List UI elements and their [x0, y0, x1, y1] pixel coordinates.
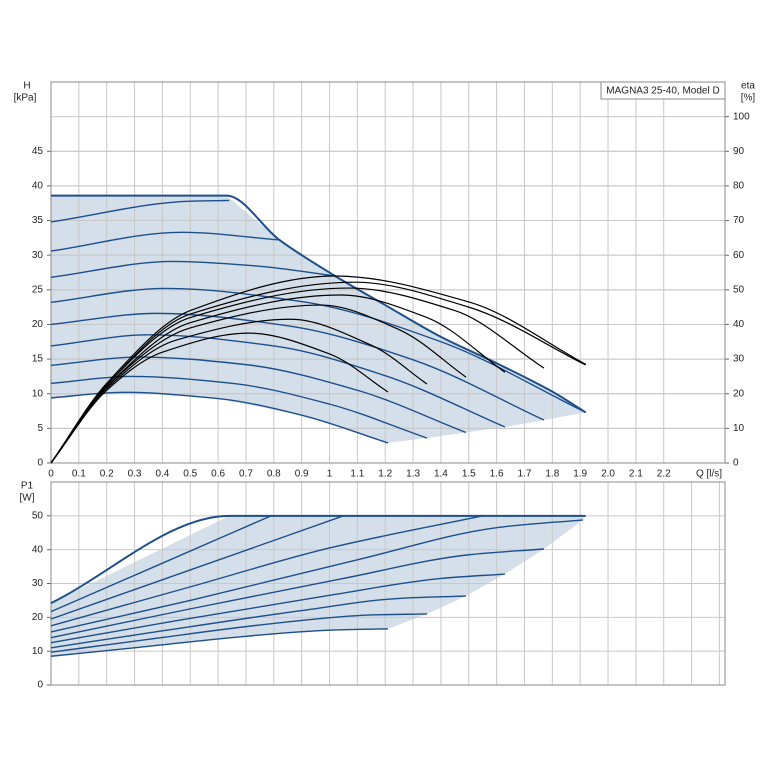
y-tick-label: 15 [32, 354, 44, 365]
curve [50, 231, 280, 252]
curve [50, 260, 336, 279]
x-tick-label: 1.5 [462, 469, 476, 480]
y-tick-label: 10 [32, 388, 44, 399]
curve [50, 573, 506, 644]
y2-tick-label: 80 [733, 181, 745, 192]
y2-tick-label: 70 [733, 215, 745, 226]
x-tick-label: 1.1 [350, 469, 364, 480]
curve [50, 628, 389, 657]
x-tick-label: 1.7 [518, 469, 532, 480]
y2-tick-label: 60 [733, 250, 745, 261]
y2-tick-label: 30 [733, 354, 745, 365]
x-tick-label: 2.1 [629, 469, 643, 480]
x-tick-label: 0.7 [239, 469, 253, 480]
x-tick-label: 0.5 [183, 469, 197, 480]
curve [50, 515, 344, 620]
x-tick-label: 1.9 [573, 469, 587, 480]
y2-tick-label: 90 [733, 146, 745, 157]
y-axis-unit: [kPa] [14, 93, 37, 104]
operating-area [51, 195, 586, 443]
x-tick-label: 2.2 [657, 469, 671, 480]
x-tick-label: 1.6 [490, 469, 504, 480]
x-tick-label: 1.8 [545, 469, 559, 480]
y2-tick-label: 100 [733, 111, 750, 122]
y-axis-label: P1 [21, 481, 34, 492]
x-tick-label: 1.2 [378, 469, 392, 480]
y2-tick-label: 40 [733, 319, 745, 330]
y2-tick-label: 50 [733, 284, 745, 295]
y-tick-label: 10 [32, 646, 44, 657]
x-axis-label: Q [l/s] [696, 469, 722, 480]
curve [50, 375, 428, 439]
curve [50, 199, 230, 223]
plot-border [50, 81, 726, 464]
plot-border [50, 481, 726, 686]
y-axis-label: H [23, 81, 30, 92]
y-tick-label: 40 [32, 544, 44, 555]
x-tick-label: 0.4 [155, 469, 169, 480]
x-tick-label: 0.9 [295, 469, 309, 480]
efficiency-curve [50, 294, 506, 464]
y-tick-label: 30 [32, 578, 44, 589]
efficiency-curve [50, 281, 587, 464]
y-tick-label: 35 [32, 215, 44, 226]
y-tick-label: 5 [37, 423, 43, 434]
y2-axis-label: eta [741, 81, 755, 92]
y-tick-label: 30 [32, 250, 44, 261]
curve [50, 595, 467, 649]
x-tick-label: 0.6 [211, 469, 225, 480]
curve [50, 312, 545, 421]
y-tick-label: 45 [32, 146, 44, 157]
curve [50, 391, 389, 444]
y2-axis-unit: [%] [741, 93, 756, 104]
y-tick-label: 20 [32, 319, 44, 330]
y-axis-unit: [W] [20, 493, 35, 504]
x-tick-label: 1.4 [434, 469, 448, 480]
legend-box [600, 81, 726, 100]
y-tick-label: 0 [37, 680, 43, 691]
y-tick-label: 25 [32, 284, 44, 295]
curve [50, 514, 586, 605]
efficiency-curve [50, 318, 428, 464]
x-tick-label: 0.3 [128, 469, 142, 480]
y2-tick-label: 10 [733, 423, 745, 434]
curve [50, 515, 272, 613]
x-tick-label: 1 [327, 469, 333, 480]
curve [50, 548, 545, 639]
y-tick-label: 20 [32, 612, 44, 623]
y-tick-label: 40 [32, 181, 44, 192]
efficiency-curve [50, 332, 389, 464]
y2-tick-label: 20 [733, 388, 745, 399]
curve [50, 613, 428, 653]
x-tick-label: 0 [48, 469, 54, 480]
legend-title: MAGNA3 25-40, Model D [606, 86, 719, 97]
curve [50, 287, 587, 414]
curve [50, 334, 506, 428]
x-tick-label: 0.2 [100, 469, 114, 480]
curve [50, 519, 584, 633]
efficiency-curve [50, 275, 587, 464]
x-tick-label: 1.3 [406, 469, 420, 480]
y2-tick-label: 0 [733, 458, 739, 469]
curve [51, 194, 587, 414]
x-tick-label: 0.1 [72, 469, 86, 480]
curve [50, 356, 467, 434]
operating-area [51, 515, 586, 657]
curve [50, 515, 483, 627]
x-tick-label: 2.0 [601, 469, 615, 480]
x-tick-label: 0.8 [267, 469, 281, 480]
y-tick-label: 50 [32, 510, 44, 521]
y-tick-label: 0 [37, 458, 43, 469]
